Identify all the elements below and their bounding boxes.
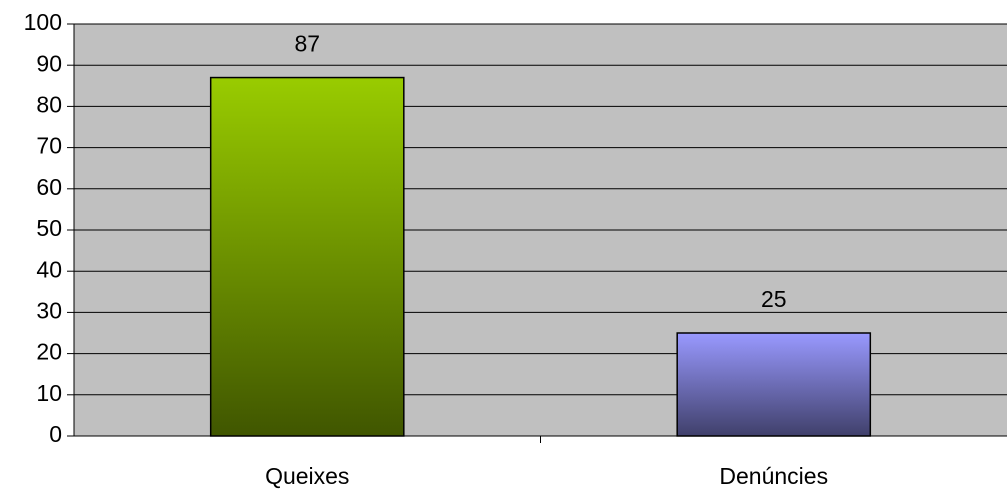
bar bbox=[209, 76, 405, 437]
y-tick-label: 60 bbox=[36, 174, 62, 200]
y-tick-label: 20 bbox=[36, 339, 62, 365]
y-tick-label: 30 bbox=[36, 297, 62, 323]
y-tick-label: 70 bbox=[36, 133, 62, 159]
y-tick-label: 100 bbox=[24, 9, 62, 35]
bar bbox=[676, 332, 872, 437]
y-tick-label: 80 bbox=[36, 91, 62, 117]
y-tick-label: 90 bbox=[36, 50, 62, 76]
y-tick-label: 0 bbox=[49, 421, 62, 447]
data-label: 25 bbox=[761, 286, 787, 312]
data-label: 87 bbox=[294, 31, 320, 57]
y-tick-label: 10 bbox=[36, 380, 62, 406]
x-tick-label: Queixes bbox=[265, 463, 349, 489]
y-tick-label: 50 bbox=[36, 215, 62, 241]
y-tick-label: 40 bbox=[36, 256, 62, 282]
x-tick-label: Denúncies bbox=[719, 463, 828, 489]
